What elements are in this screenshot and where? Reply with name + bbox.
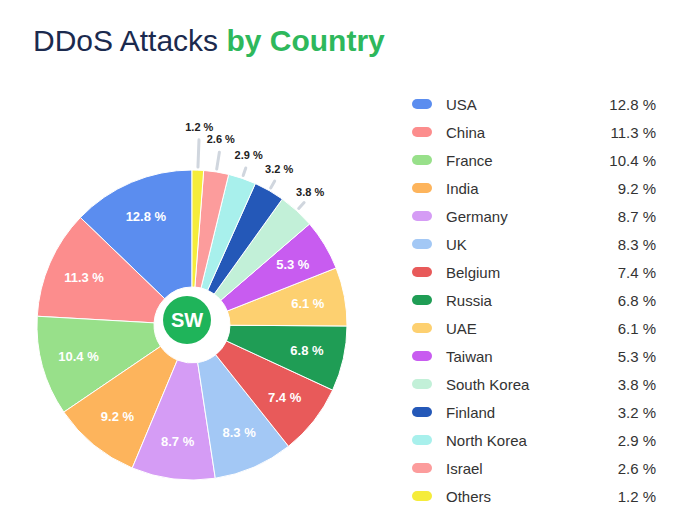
svg-text:9.2 %: 9.2 % xyxy=(101,409,135,424)
html-text:Belgium: Belgium xyxy=(446,263,501,281)
html-text:Finland: Finland xyxy=(446,403,496,421)
html-text:10.4 %: 10.4 % xyxy=(609,151,656,169)
html-text:Russia: Russia xyxy=(446,291,492,309)
html-text:North Korea: North Korea xyxy=(446,431,527,449)
html-text:3.8 %: 3.8 % xyxy=(617,375,656,393)
html-text:Taiwan: Taiwan xyxy=(446,347,493,365)
html-text:5.3 %: 5.3 % xyxy=(617,347,656,365)
svg-text:6.8 %: 6.8 % xyxy=(290,343,324,358)
svg-text:11.3 %: 11.3 % xyxy=(64,270,104,285)
svg-text:7.4 %: 7.4 % xyxy=(268,390,302,405)
html-text:11.3 %: 11.3 % xyxy=(610,123,656,141)
html-text:9.2 %: 9.2 % xyxy=(617,179,656,197)
html-text:France: France xyxy=(446,151,493,169)
svg-text:3.8 %: 3.8 % xyxy=(296,186,324,198)
html-text:India: India xyxy=(446,179,479,197)
html-text:8.3 %: 8.3 % xyxy=(617,235,656,253)
html-text:1.2 %: 1.2 % xyxy=(617,487,656,505)
svg-text:3.2 %: 3.2 % xyxy=(265,163,293,175)
html-text:DDoS Attacks by Country: DDoS Attacks by Country xyxy=(33,24,385,57)
html-text:China: China xyxy=(446,123,486,141)
html-text:Germany: Germany xyxy=(446,207,508,225)
html-text:7.4 %: 7.4 % xyxy=(617,263,656,281)
svg-text:12.8 %: 12.8 % xyxy=(126,209,167,224)
html-text:2.9 %: 2.9 % xyxy=(617,431,656,449)
svg-text:6.1 %: 6.1 % xyxy=(291,296,325,311)
html-text:USA: USA xyxy=(446,95,477,113)
html-text:3.2 %: 3.2 % xyxy=(617,403,656,421)
html-text:UAE: UAE xyxy=(446,319,477,337)
html-text:8.7 %: 8.7 % xyxy=(617,207,656,225)
svg-text:2.6 %: 2.6 % xyxy=(207,133,235,145)
svg-text:1.2 %: 1.2 % xyxy=(185,121,213,133)
svg-text:10.4 %: 10.4 % xyxy=(58,349,99,364)
html-text:6.1 %: 6.1 % xyxy=(617,319,656,337)
html-text:6.8 %: 6.8 % xyxy=(617,291,656,309)
svg-text:8.7 %: 8.7 % xyxy=(161,434,195,449)
html-text:SW: SW xyxy=(170,308,204,331)
html-text:South Korea: South Korea xyxy=(446,375,530,393)
html-text:UK: UK xyxy=(446,235,467,253)
svg-text:2.9 %: 2.9 % xyxy=(235,149,263,161)
html-text:Others: Others xyxy=(446,487,491,505)
svg-text:8.3 %: 8.3 % xyxy=(222,425,256,440)
html-text:12.8 %: 12.8 % xyxy=(609,95,656,113)
svg-text:5.3 %: 5.3 % xyxy=(276,257,310,272)
html-text:Israel: Israel xyxy=(446,459,483,477)
html-text:2.6 %: 2.6 % xyxy=(617,459,656,477)
